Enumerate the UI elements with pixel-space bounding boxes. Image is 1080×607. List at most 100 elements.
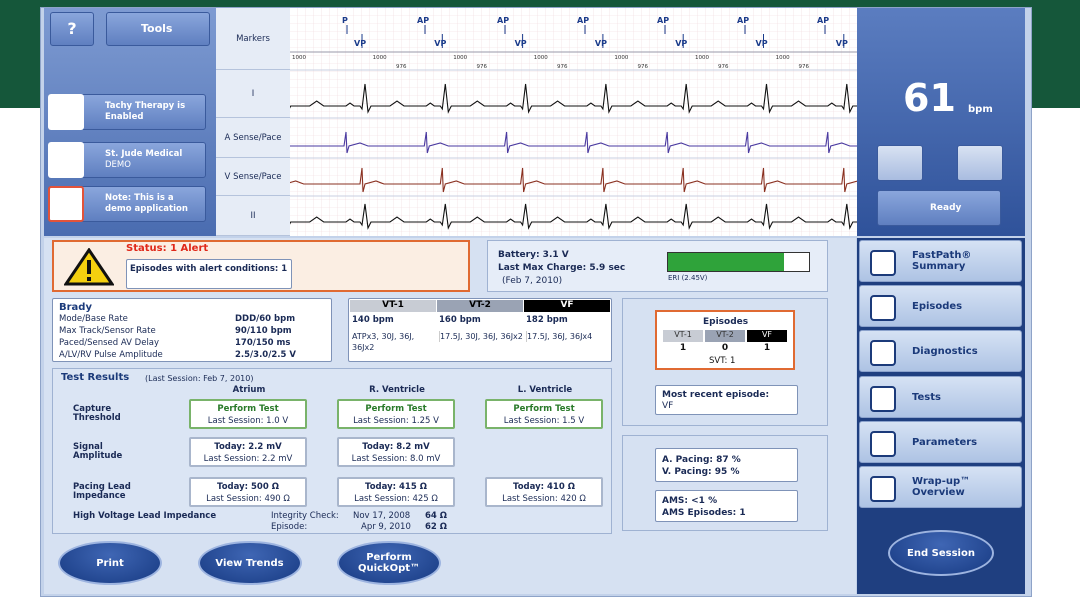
test-secondary: Last Session: 420 Ω	[502, 494, 586, 504]
end-session-button[interactable]: End Session	[888, 530, 994, 576]
atrial-marker: AP	[657, 16, 669, 25]
brady-row: Mode/Base Rate DDD/60 bpm	[59, 313, 325, 325]
ready-button[interactable]: Ready	[877, 190, 1001, 226]
tools-button[interactable]: Tools	[106, 12, 210, 46]
print-ecg-button[interactable]	[877, 145, 923, 181]
note-icon	[48, 186, 84, 222]
test-secondary: Last Session: 425 Ω	[354, 494, 438, 504]
pacing-box[interactable]: A. Pacing: 87 % V. Pacing: 95 %	[655, 448, 798, 482]
interval-label: 976	[718, 64, 729, 70]
battery-eri: ERI (2.45V)	[668, 274, 708, 282]
ventricular-marker: VP	[354, 39, 366, 48]
brady-box: Brady Mode/Base Rate DDD/60 bpm Max Track/S…	[52, 298, 332, 362]
tests-session: (Last Session: Feb 7, 2010)	[145, 374, 254, 383]
nav-button[interactable]: Diagnostics	[859, 330, 1022, 372]
interval-label: 976	[799, 64, 810, 70]
interval-label: 1000	[695, 55, 709, 61]
footer	[0, 597, 1080, 607]
test-primary: Perform Test	[365, 404, 427, 414]
action-button[interactable]: Perform QuickOpt™	[337, 541, 441, 585]
action-button[interactable]: View Trends	[197, 541, 302, 585]
tests-row-label: Signal Amplitude	[73, 442, 123, 461]
recent-value: VF	[662, 401, 674, 411]
atrial-marker: AP	[417, 16, 429, 25]
interval-label: 1000	[453, 55, 467, 61]
brady-value: 90/110 bpm	[235, 326, 292, 336]
test-primary: Today: 8.2 mV	[362, 442, 430, 452]
ecg-trace	[290, 131, 857, 154]
nav-button[interactable]: FastPath® Summary	[859, 240, 1022, 282]
nav-label: FastPath® Summary	[912, 250, 972, 272]
zone-header: VT-2	[437, 300, 523, 312]
test-secondary: Last Session: 1.5 V	[503, 416, 585, 426]
brady-label: Paced/Sensed AV Delay	[59, 338, 160, 348]
atrial-marker: P	[342, 16, 348, 25]
hv-integrity-date: Nov 17, 2008	[353, 511, 411, 521]
ams-episodes: AMS Episodes: 1	[662, 508, 746, 518]
interval-label: 1000	[292, 55, 306, 61]
nav-button[interactable]: Tests	[859, 376, 1022, 418]
alert-detail: Episodes with alert conditions: 1	[126, 259, 292, 289]
a-pacing: A. Pacing: 87 %	[662, 455, 741, 465]
nav-button[interactable]: Wrap-up™ Overview	[859, 466, 1022, 508]
test-primary: Today: 415 Ω	[365, 482, 427, 492]
svt-count: SVT: 1	[709, 356, 736, 366]
zone-therapy: ATPx3, 30J, 36J, 36Jx2	[352, 332, 415, 352]
test-secondary: Last Session: 1.0 V	[207, 416, 289, 426]
test-primary: Today: 410 Ω	[513, 482, 575, 492]
nav-icon	[870, 431, 896, 457]
ams-box[interactable]: AMS: <1 % AMS Episodes: 1	[655, 490, 798, 522]
test-cell[interactable]: Today: 500 Ω Last Session: 490 Ω	[189, 477, 307, 507]
test-cell[interactable]: Perform Test Last Session: 1.25 V	[337, 399, 455, 429]
episodes-box[interactable]: Episodes VT-1 1 VT-2 0 VF 1 SVT: 1	[655, 310, 795, 370]
battery-charge: Last Max Charge: 5.9 sec	[498, 263, 626, 273]
zone-header: VT-1	[350, 300, 436, 312]
channel-label: A Sense/Pace	[216, 118, 290, 158]
battery-gauge	[667, 252, 810, 272]
tests-title: Test Results	[61, 372, 130, 383]
brady-label: A/LV/RV Pulse Amplitude	[59, 350, 163, 360]
tests-column: Atrium	[232, 385, 266, 395]
brady-value: 2.5/3.0/2.5 V	[235, 350, 296, 360]
interval-label: 976	[477, 64, 488, 70]
interval-label: 1000	[614, 55, 628, 61]
test-cell[interactable]: Perform Test Last Session: 1.5 V	[485, 399, 603, 429]
test-primary: Today: 2.2 mV	[214, 442, 282, 452]
snapshot-button[interactable]	[957, 145, 1003, 181]
recent-episode[interactable]: Most recent episode: VF	[655, 385, 798, 415]
test-cell[interactable]: Today: 415 Ω Last Session: 425 Ω	[337, 477, 455, 507]
interval-label: 976	[396, 64, 407, 70]
test-secondary: Last Session: 2.2 mV	[203, 454, 293, 464]
hv-episode-date: Apr 9, 2010	[361, 522, 411, 532]
test-secondary: Last Session: 8.0 mV	[351, 454, 441, 464]
ventricular-marker: VP	[756, 39, 768, 48]
zone-header: VF	[524, 300, 610, 312]
test-cell[interactable]: Today: 410 Ω Last Session: 420 Ω	[485, 477, 603, 507]
nav-button[interactable]: Parameters	[859, 421, 1022, 463]
ecg-trace	[290, 167, 857, 193]
tests-row-label: Capture Threshold	[73, 404, 121, 423]
nav-button[interactable]: Episodes	[859, 285, 1022, 327]
test-cell[interactable]: Today: 2.2 mV Last Session: 2.2 mV	[189, 437, 307, 467]
interval-label: 1000	[373, 55, 387, 61]
test-cell[interactable]: Perform Test Last Session: 1.0 V	[189, 399, 307, 429]
alert-status: Status: 1 Alert	[126, 243, 209, 254]
nav-label: Episodes	[912, 300, 963, 312]
tests-panel: Test Results (Last Session: Feb 7, 2010) A…	[52, 368, 612, 534]
battery-voltage: Battery: 3.1 V	[498, 250, 569, 260]
test-cell[interactable]: Today: 8.2 mV Last Session: 8.0 mV	[337, 437, 455, 467]
help-button[interactable]: ?	[50, 12, 94, 46]
zones-table: VT-1 140 bpm ATPx3, 30J, 36J, 36Jx2 VT-2 160…	[348, 298, 612, 362]
brady-label: Mode/Base Rate	[59, 314, 128, 324]
interval-label: 976	[557, 64, 568, 70]
channel-label: Markers	[216, 8, 290, 70]
brady-title: Brady	[59, 302, 92, 313]
interval-label: 976	[638, 64, 649, 70]
test-secondary: Last Session: 1.25 V	[353, 416, 439, 426]
action-button[interactable]: Print	[58, 541, 162, 585]
patient-name: St. Jude Medical	[105, 149, 183, 159]
ams: AMS: <1 %	[662, 496, 718, 506]
atrial-marker: AP	[577, 16, 589, 25]
brady-value: DDD/60 bpm	[235, 314, 296, 324]
ventricular-marker: VP	[675, 39, 687, 48]
